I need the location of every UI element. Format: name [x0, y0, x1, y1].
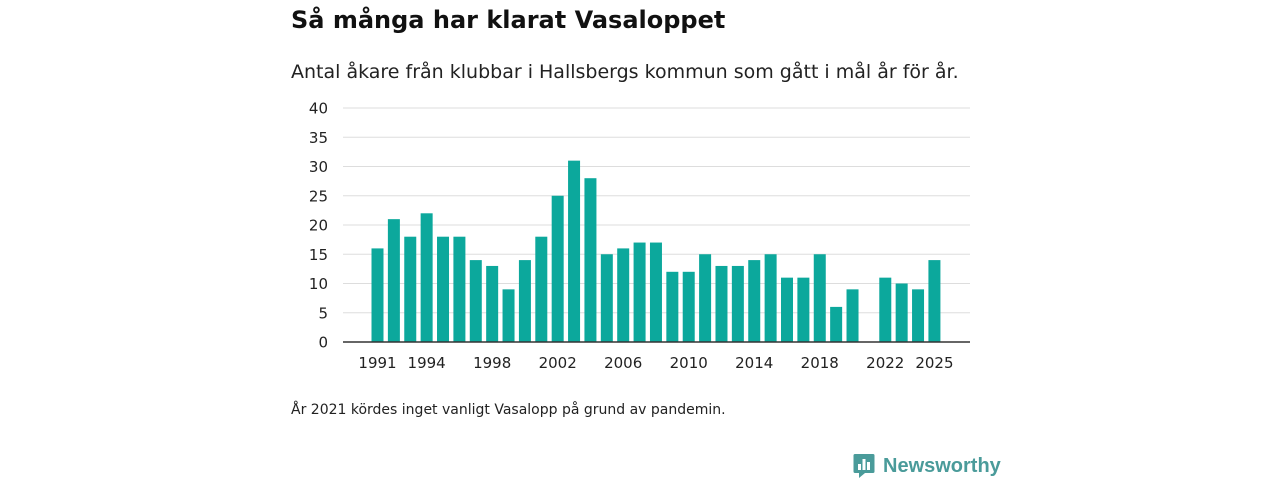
x-tick-label: 2010	[670, 354, 708, 372]
y-axis-labels: 0 5 10 15 20 25 30 35 40	[309, 100, 328, 352]
brand-name: Newsworthy	[883, 454, 1001, 477]
footnote: År 2021 kördes inget vanligt Vasalopp på…	[291, 402, 726, 418]
bar-1995	[437, 236, 450, 342]
newsworthy-logo-icon	[853, 454, 875, 478]
y-tick-label: 25	[309, 187, 328, 205]
bar-1996	[453, 236, 466, 342]
bar-2012	[715, 265, 728, 342]
y-tick-label: 10	[309, 275, 328, 293]
bar-1999	[502, 289, 515, 342]
x-tick-label: 2018	[801, 354, 839, 372]
bar-1992	[387, 219, 400, 342]
bar-2003	[568, 160, 581, 342]
bar-2023	[895, 283, 908, 342]
x-tick-label: 2025	[915, 354, 953, 372]
bars	[371, 160, 941, 342]
chart-title: Så många har klarat Vasaloppet	[291, 6, 726, 34]
bar-2016	[781, 277, 793, 342]
bar-1994	[420, 213, 433, 342]
y-tick-label: 20	[309, 217, 328, 235]
bar-1997	[469, 260, 482, 342]
bar-2014	[748, 260, 761, 342]
bar-1991	[371, 248, 384, 342]
bar-2010	[682, 271, 695, 342]
y-tick-label: 0	[318, 334, 328, 352]
bar-2015	[764, 254, 777, 342]
bar-2009	[666, 271, 679, 342]
bar-2019	[830, 306, 843, 342]
x-tick-label: 1998	[473, 354, 511, 372]
bar-1993	[404, 236, 417, 342]
x-tick-label: 1994	[408, 354, 446, 372]
y-tick-label: 30	[309, 158, 328, 176]
bar-2008	[649, 242, 662, 342]
y-tick-label: 35	[309, 129, 328, 147]
bar-2001	[535, 236, 548, 342]
y-tick-label: 40	[309, 100, 328, 118]
bar-2017	[797, 277, 810, 342]
bar-2020	[846, 289, 859, 342]
bar-2018	[813, 254, 826, 342]
y-tick-label: 5	[318, 304, 328, 322]
bar-2011	[699, 254, 712, 342]
bar-2006	[617, 248, 630, 342]
x-tick-label: 2022	[866, 354, 904, 372]
bar-2005	[600, 254, 613, 342]
bar-2004	[584, 178, 597, 342]
y-tick-label: 15	[309, 246, 328, 264]
chart-subtitle: Antal åkare från klubbar i Hallsbergs ko…	[291, 61, 959, 83]
bar-2025	[928, 260, 941, 342]
bar-2007	[633, 242, 646, 342]
x-tick-label: 2014	[735, 354, 773, 372]
bar-2022	[879, 277, 892, 342]
bar-2002	[551, 195, 564, 342]
x-tick-label: 2002	[539, 354, 577, 372]
bar-2024	[912, 289, 925, 342]
x-axis-labels: 1991 1994 1998 2002 2006 2010 2014 2018 2022 2025	[358, 354, 953, 372]
brand-logo: Newsworthy	[853, 453, 1001, 479]
x-tick-label: 2006	[604, 354, 642, 372]
bar-1998	[486, 265, 499, 342]
bar-2013	[731, 265, 744, 342]
x-tick-label: 1991	[358, 354, 396, 372]
bar-2000	[518, 260, 531, 342]
